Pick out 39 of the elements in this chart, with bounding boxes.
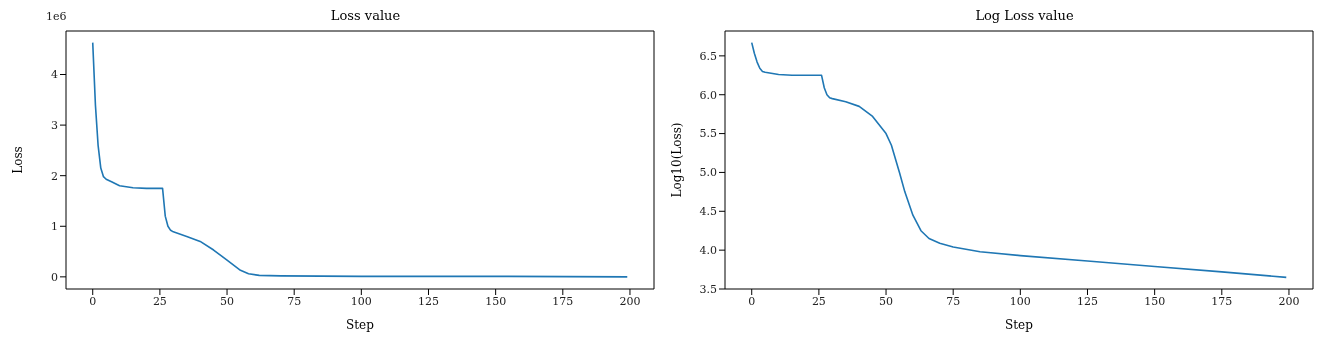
y-tick-label: 0 (51, 270, 58, 284)
x-tick-label: 125 (1077, 294, 1098, 308)
y-axis-title: Log10(Loss) (670, 122, 685, 198)
x-tick-label: 25 (811, 294, 826, 308)
x-tick-label: 200 (619, 294, 641, 308)
x-tick-label: 125 (418, 294, 439, 308)
x-tick-label: 0 (748, 294, 756, 308)
x-tick-label: 200 (1278, 294, 1300, 308)
x-axis-title: Step (346, 318, 375, 332)
x-tick-label: 150 (485, 294, 507, 308)
chart-title: Loss value (330, 8, 401, 23)
y-axis-title: Loss (11, 146, 26, 174)
x-tick-label: 25 (152, 294, 167, 308)
x-tick-label: 75 (287, 294, 302, 308)
y-tick-label: 5.5 (699, 127, 717, 141)
y-tick-label: 1 (51, 220, 58, 234)
y-tick-label: 4.5 (699, 205, 717, 219)
y-tick-label: 4.0 (699, 244, 717, 258)
x-tick-label: 50 (879, 294, 894, 308)
y-tick-label: 5.0 (699, 166, 717, 180)
line-series (91, 41, 629, 278)
x-tick-label: 150 (1144, 294, 1166, 308)
y-tick-label: 4 (51, 68, 58, 82)
chart-title: Log Loss value (974, 8, 1075, 25)
x-tick-label: 0 (89, 294, 97, 308)
x-axis-title: Step (1005, 318, 1034, 332)
y-tick-label: 6.5 (699, 49, 717, 63)
text: 1e6 (46, 10, 67, 23)
x-tick-label: 175 (1211, 294, 1233, 308)
y-tick-label: 3.5 (699, 282, 717, 296)
y-tick-label: 2 (51, 169, 58, 183)
x-tick-label: 175 (552, 294, 574, 308)
x-tick-label: 75 (946, 294, 961, 308)
line-series (750, 41, 1288, 279)
x-tick-label: 50 (220, 294, 235, 308)
x-tick-label: 100 (350, 294, 372, 308)
y-tick-label: 3 (51, 119, 58, 132)
x-tick-label: 100 (1009, 294, 1031, 308)
y-tick-label: 6.0 (699, 88, 717, 102)
